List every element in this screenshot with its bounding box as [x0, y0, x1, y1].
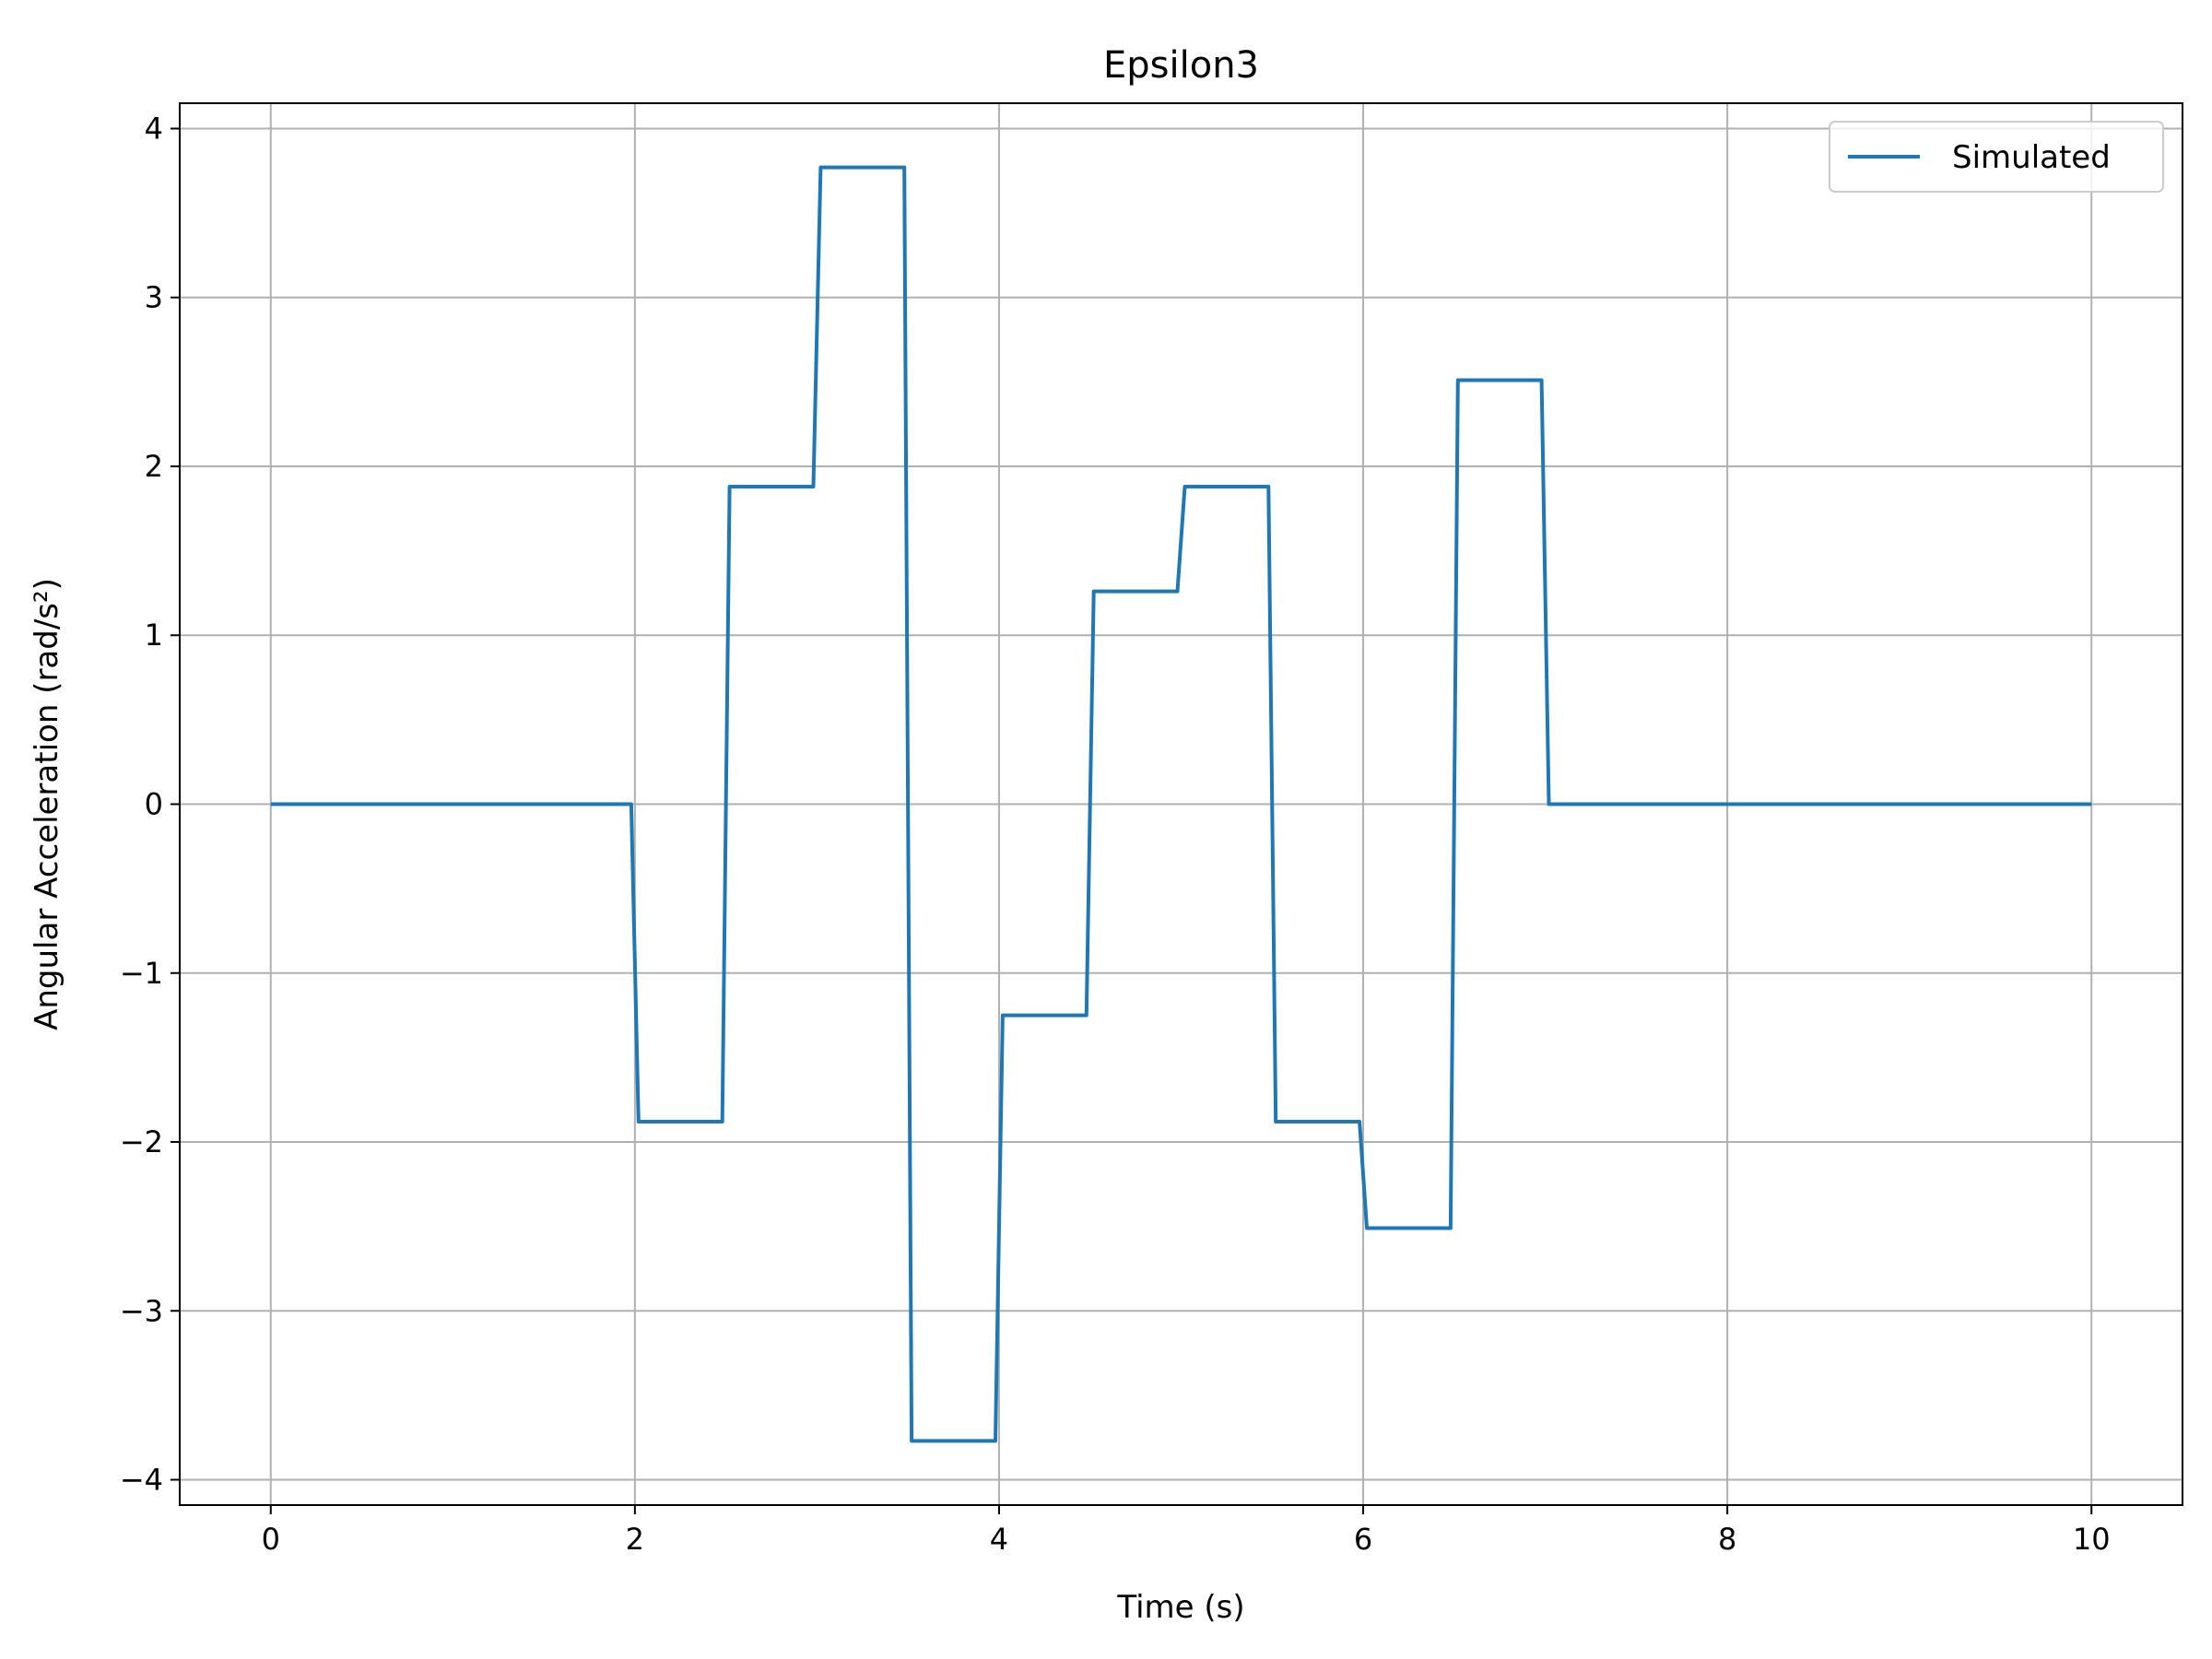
series-line-simulated	[270, 165, 2092, 1443]
x-tick-label: 2	[626, 1522, 644, 1557]
y-tick-label: −3	[120, 1293, 163, 1328]
y-tick-label: 2	[145, 449, 163, 484]
x-axis-label: Time (s)	[1116, 1589, 1244, 1626]
x-tick-label: 4	[990, 1522, 1008, 1557]
y-tick-label: 4	[145, 111, 163, 146]
y-axis-label: Angular Acceleration (rad/s²)	[29, 578, 65, 1030]
legend-box	[1829, 121, 2164, 193]
x-tick-label: 8	[1718, 1522, 1736, 1557]
x-axis: 0 2 4 6 8 10	[262, 1505, 2111, 1557]
y-axis: 4 3 2 1 0 −1 −2 −3 −4	[120, 111, 180, 1498]
y-tick-label: −4	[120, 1463, 163, 1498]
x-tick-label: 0	[262, 1522, 280, 1557]
legend: Simulated	[1829, 121, 2164, 193]
x-tick-label: 6	[1354, 1522, 1372, 1557]
y-tick-label: −1	[120, 956, 163, 991]
x-tick-label: 10	[2073, 1522, 2111, 1557]
y-tick-label: −2	[120, 1124, 163, 1159]
series-layer	[270, 165, 2092, 1443]
chart-title: Epsilon3	[1103, 44, 1259, 87]
legend-label-simulated: Simulated	[1952, 139, 2111, 176]
y-tick-label: 3	[145, 280, 163, 315]
y-tick-label: 0	[145, 787, 163, 822]
y-tick-label: 1	[145, 618, 163, 653]
